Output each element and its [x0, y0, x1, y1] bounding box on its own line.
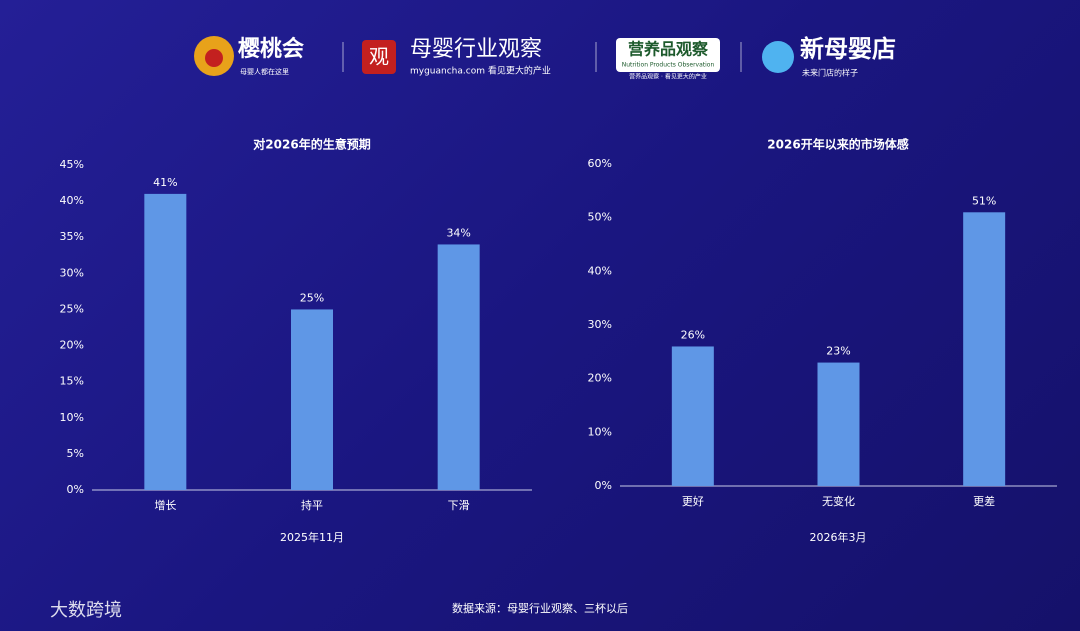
data-label: 34% [446, 226, 470, 239]
logo-tagline: 母婴人都在这里 [240, 67, 289, 76]
x-axis-title: 2025年11月 [280, 530, 344, 544]
watermark: 大数跨境 [50, 600, 122, 621]
x-tick-label: 增长 [154, 498, 176, 512]
y-tick-label: 5% [67, 447, 84, 460]
y-tick-label: 0% [67, 483, 84, 496]
logo-name: 新母婴店 [800, 35, 896, 63]
chart-title: 对2026年的生意预期 [253, 137, 370, 152]
bar [817, 362, 860, 486]
logo-tagline: 未来门店的样子 [802, 68, 858, 78]
logo-name: 樱桃会 [238, 36, 304, 62]
data-label: 41% [153, 176, 177, 189]
y-tick-label: 25% [60, 302, 84, 315]
y-tick-label: 40% [588, 264, 612, 277]
data-label: 25% [300, 291, 324, 304]
logo-name: 营养品观察 [628, 40, 709, 59]
x-tick-label: 持平 [301, 498, 323, 512]
x-axis-title: 2026年3月 [810, 530, 867, 544]
bar [144, 193, 187, 490]
bar [291, 309, 333, 490]
y-tick-label: 60% [588, 157, 612, 170]
bar [963, 212, 1006, 487]
y-tick-label: 20% [588, 372, 612, 385]
data-label: 51% [972, 194, 996, 207]
y-tick-label: 30% [588, 318, 612, 331]
bar [671, 346, 714, 486]
y-tick-label: 45% [60, 158, 84, 171]
logo-tagline: 营养品观察 · 看见更大的产业 [629, 73, 707, 81]
logo-icon [616, 38, 720, 72]
y-tick-label: 30% [60, 266, 84, 279]
logo-subname: Nutrition Products Observation [622, 62, 715, 69]
y-tick-label: 40% [60, 194, 84, 207]
logo-name: 母婴行业观察 [410, 37, 542, 62]
logo-icon [205, 49, 223, 67]
y-tick-label: 10% [60, 411, 84, 424]
source-note: 数据来源：母婴行业观察、三杯以后 [452, 601, 628, 615]
x-tick-label: 无变化 [822, 494, 855, 508]
bar [437, 244, 480, 490]
y-tick-label: 10% [588, 425, 612, 438]
x-tick-label: 更好 [682, 494, 704, 508]
x-tick-label: 更差 [973, 494, 995, 508]
y-tick-label: 35% [60, 230, 84, 243]
data-label: 23% [826, 345, 850, 358]
logo-icon [762, 41, 794, 73]
y-tick-label: 50% [588, 211, 612, 224]
data-label: 26% [681, 328, 705, 341]
logo-tagline: myguancha.com 看见更大的产业 [410, 65, 551, 77]
y-tick-label: 0% [595, 479, 612, 492]
logo-icon [362, 40, 396, 74]
y-tick-label: 20% [60, 339, 84, 352]
y-tick-label: 15% [60, 375, 84, 388]
chart-title: 2026开年以来的市场体感 [767, 137, 908, 152]
logo-mark: 观 [369, 45, 389, 69]
x-tick-label: 下滑 [448, 499, 470, 512]
